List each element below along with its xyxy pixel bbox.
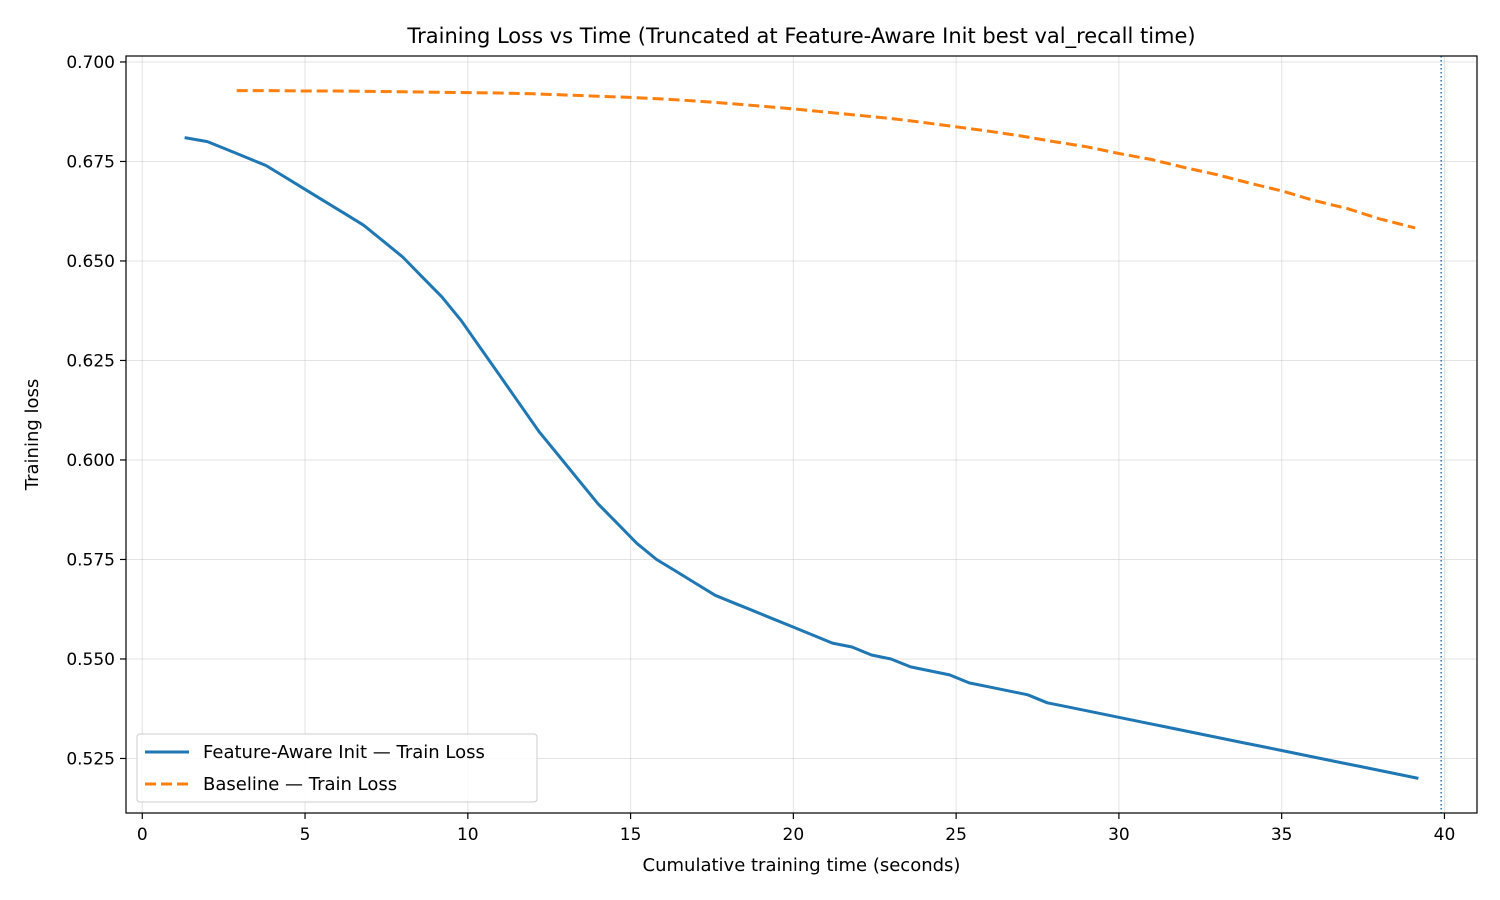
series-line-0 [184, 136, 1419, 780]
y-tick-label: 0.650 [66, 252, 115, 272]
y-tick-label: 0.700 [66, 53, 115, 73]
series-layer [184, 89, 1419, 780]
legend-label-1: Baseline — Train Loss [203, 774, 397, 795]
series-line-1 [236, 89, 1416, 230]
y-tick-label: 0.625 [66, 351, 115, 371]
y-axis-label: Training loss [22, 379, 43, 492]
x-tick-label: 0 [137, 825, 148, 845]
x-axis-label: Cumulative training time (seconds) [643, 855, 961, 876]
legend-box [136, 733, 538, 803]
plot-frame [125, 55, 1478, 814]
x-tick-label: 15 [620, 825, 642, 845]
chart-title: Training Loss vs Time (Truncated at Feat… [406, 24, 1195, 49]
y-axis-ticks: 0.525 0.550 0.575 0.600 0.625 0.650 0.675 0.700 [66, 53, 126, 769]
x-tick-label: 40 [1434, 825, 1456, 845]
y-tick-label: 0.550 [66, 650, 115, 670]
y-tick-label: 0.575 [66, 550, 115, 570]
x-tick-label: 25 [945, 825, 967, 845]
x-tick-label: 10 [457, 825, 479, 845]
y-tick-label: 0.525 [66, 749, 115, 769]
y-tick-label: 0.675 [66, 152, 115, 172]
grid-lines [126, 56, 1477, 813]
x-tick-label: 30 [1108, 825, 1130, 845]
x-tick-label: 35 [1271, 825, 1293, 845]
x-tick-label: 5 [300, 825, 311, 845]
x-axis-ticks: 0 5 10 15 20 25 30 35 40 [137, 813, 1455, 845]
x-tick-label: 20 [783, 825, 805, 845]
legend: Feature-Aware Init — Train Loss Baseline … [136, 733, 538, 803]
y-tick-label: 0.600 [66, 451, 115, 471]
legend-label-0: Feature-Aware Init — Train Loss [203, 742, 485, 763]
